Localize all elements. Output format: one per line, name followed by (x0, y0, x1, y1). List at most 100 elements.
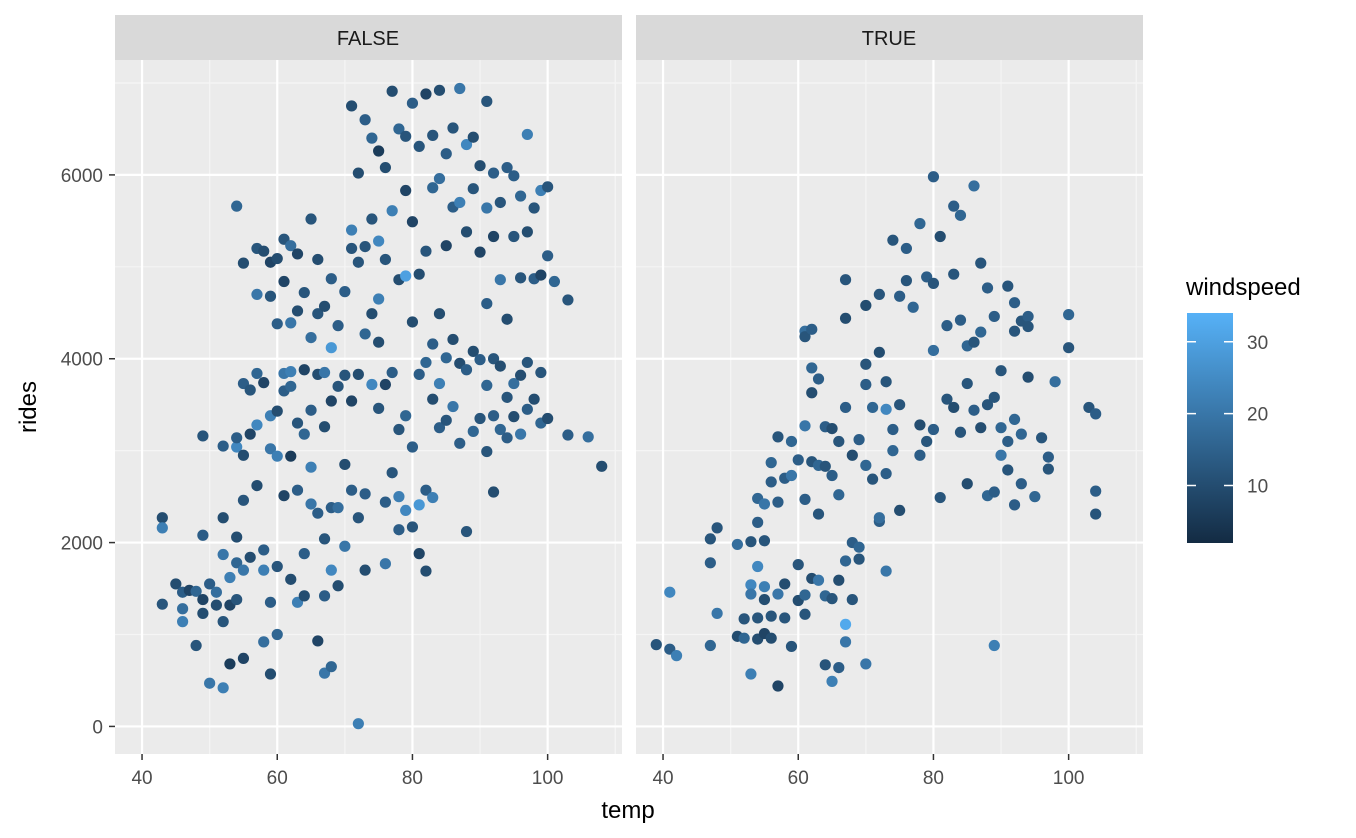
data-point (312, 253, 324, 266)
data-point (359, 488, 371, 500)
panel-true: TRUE (636, 15, 1143, 754)
data-point (305, 461, 317, 473)
data-point (515, 272, 527, 284)
data-point (339, 540, 351, 552)
data-point (738, 613, 750, 625)
x-tick-label: 80 (923, 768, 944, 789)
data-point (995, 365, 1007, 377)
data-point (948, 268, 960, 280)
data-point (954, 426, 967, 438)
data-point (373, 145, 385, 157)
x-tick-label: 40 (652, 768, 673, 789)
data-point (258, 564, 270, 576)
data-point (494, 360, 506, 372)
data-point (420, 484, 432, 496)
data-point (346, 395, 358, 407)
data-point (264, 668, 277, 680)
data-point (244, 384, 256, 396)
data-point (1002, 435, 1014, 448)
x-tick-label: 100 (532, 768, 564, 789)
data-point (467, 425, 479, 437)
data-point (894, 290, 906, 302)
data-point (264, 596, 277, 608)
data-point (481, 445, 493, 458)
data-point (420, 356, 432, 369)
data-point (860, 378, 872, 391)
data-point (867, 401, 879, 414)
data-point (440, 240, 452, 252)
data-point (352, 718, 364, 730)
data-point (779, 612, 791, 624)
data-point (264, 290, 277, 302)
y-tick-label: 4000 (61, 350, 103, 371)
data-point (515, 190, 527, 202)
data-point (359, 328, 371, 340)
data-point (927, 423, 940, 436)
data-point (785, 640, 798, 653)
data-point (799, 493, 811, 505)
data-point (427, 393, 439, 405)
data-point (346, 224, 358, 236)
data-point (839, 274, 852, 286)
data-point (413, 268, 425, 280)
data-point (981, 399, 994, 411)
data-point (1022, 310, 1034, 323)
data-point (792, 559, 804, 571)
data-point (258, 245, 270, 257)
data-point (460, 525, 473, 538)
data-point (873, 288, 885, 300)
data-point (521, 403, 533, 415)
data-point (454, 196, 466, 209)
data-point (433, 308, 446, 320)
data-point (515, 369, 527, 381)
data-point (1008, 297, 1021, 309)
data-point (941, 320, 953, 332)
data-point (312, 308, 324, 320)
data-point (318, 590, 331, 602)
data-point (197, 430, 209, 442)
data-point (156, 598, 168, 610)
data-point (454, 82, 466, 95)
data-point (1022, 371, 1034, 383)
data-point (210, 599, 222, 611)
data-point (406, 521, 419, 533)
data-point (548, 275, 561, 288)
data-point (961, 377, 973, 390)
data-point (508, 411, 520, 423)
data-point (988, 639, 1000, 652)
data-point (474, 246, 486, 258)
data-point (400, 270, 412, 282)
data-point (981, 282, 994, 294)
data-point (386, 467, 398, 479)
points-false (156, 82, 608, 730)
data-point (839, 401, 852, 414)
data-point (393, 524, 405, 536)
data-point (772, 588, 784, 600)
data-point (406, 441, 419, 453)
data-point (839, 312, 852, 324)
panel-false: FALSE (115, 15, 622, 754)
data-point (346, 484, 358, 496)
data-point (535, 366, 547, 379)
data-point (988, 486, 1000, 498)
data-point (1029, 491, 1041, 503)
data-point (785, 435, 798, 448)
data-point (664, 586, 676, 598)
data-point (440, 414, 452, 426)
data-point (934, 230, 946, 243)
data-point (305, 213, 317, 225)
legend-tick-label: 10 (1247, 477, 1268, 498)
data-point (839, 555, 852, 567)
data-point (704, 557, 716, 569)
data-point (487, 486, 500, 498)
data-point (271, 628, 283, 641)
data-point (873, 346, 885, 358)
data-point (948, 401, 960, 414)
data-point (298, 590, 310, 602)
data-point (379, 161, 391, 174)
data-point (481, 202, 493, 214)
data-point (846, 449, 858, 461)
data-point (454, 437, 466, 449)
data-point (325, 342, 337, 354)
data-point (806, 362, 818, 374)
